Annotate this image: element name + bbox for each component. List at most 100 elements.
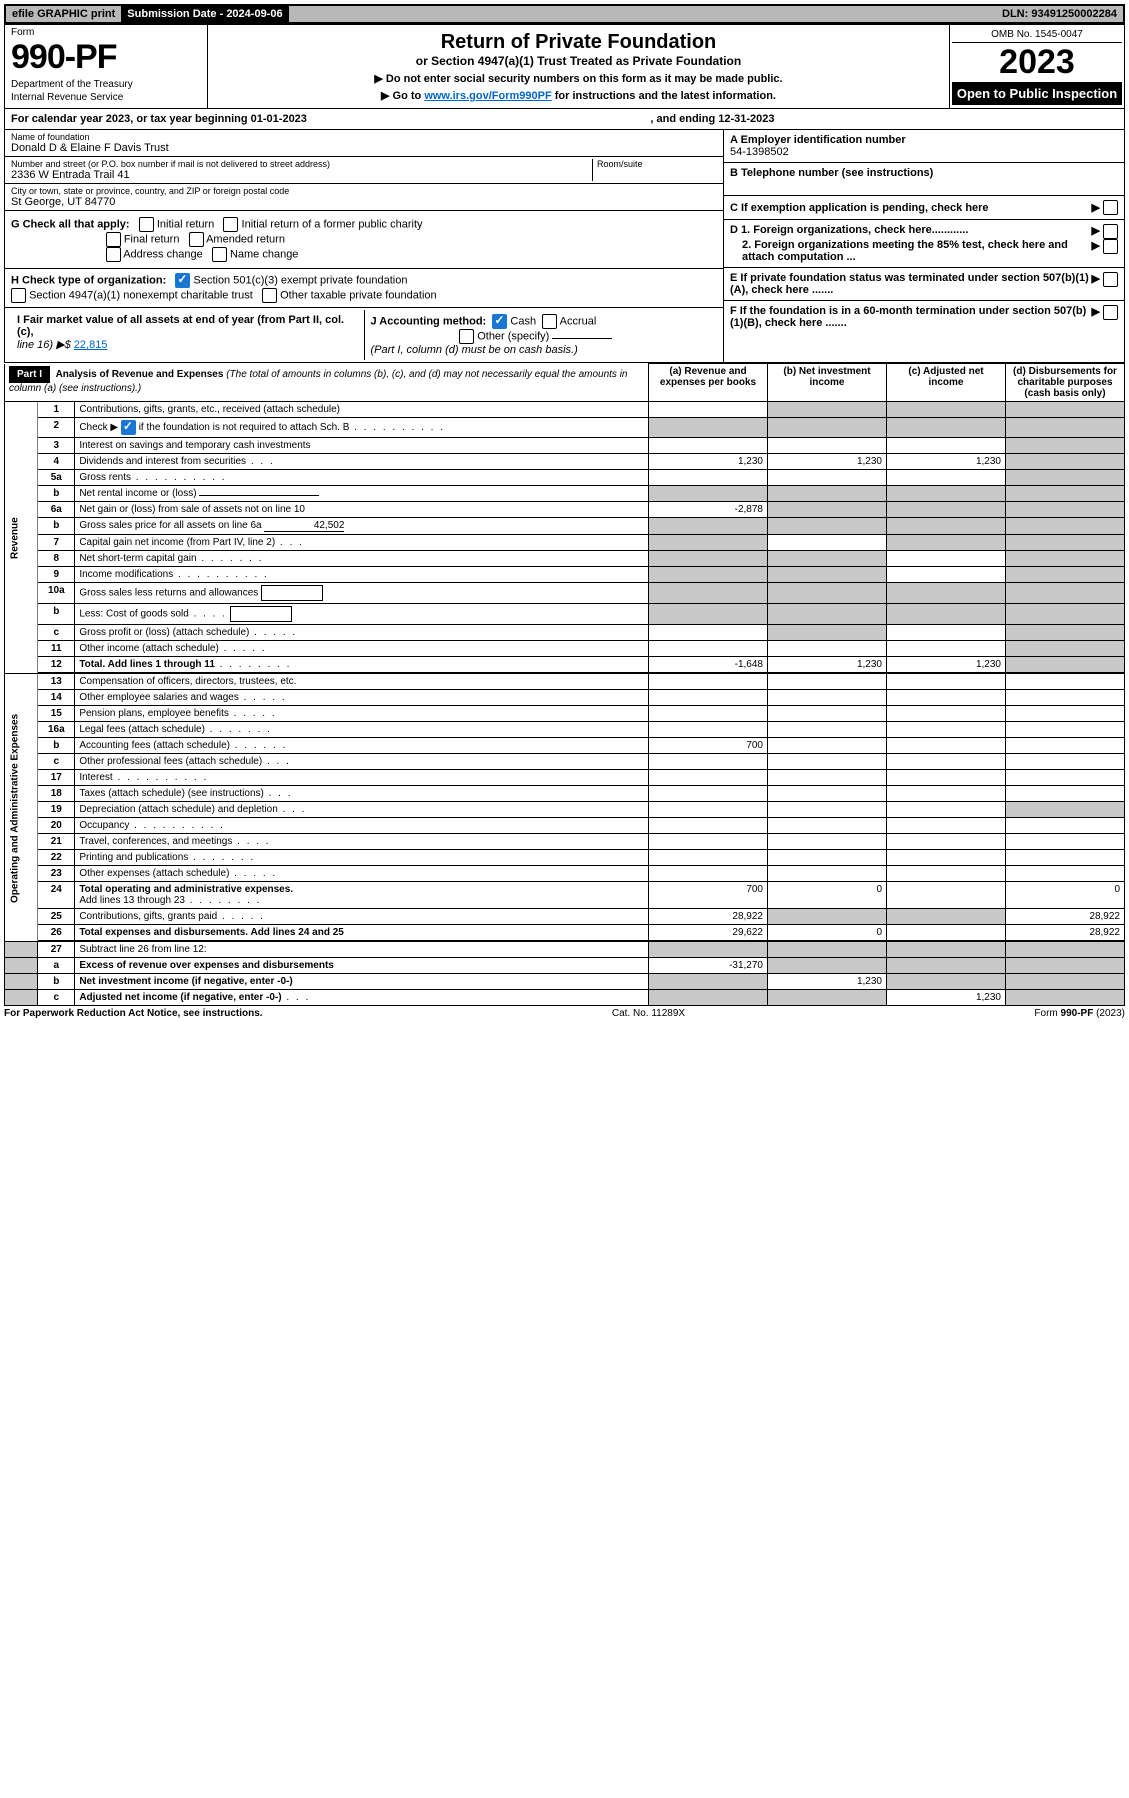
section-501c3-checkbox[interactable] <box>175 273 190 288</box>
b-label: B Telephone number (see instructions) <box>730 167 933 179</box>
j-note: (Part I, column (d) must be on cash basi… <box>371 344 578 356</box>
form-header: Form 990-PF Department of the Treasury I… <box>4 24 1125 109</box>
form990pf-link[interactable]: www.irs.gov/Form990PF <box>424 90 551 102</box>
table-row: 23Other expenses (attach schedule) . . .… <box>5 866 1125 882</box>
note-ssn: ▶ Do not enter social security numbers o… <box>214 72 943 85</box>
table-row: 8Net short-term capital gain . . . . . .… <box>5 551 1125 567</box>
efile-label: efile GRAPHIC print <box>6 6 121 22</box>
table-row: 9Income modifications . . . . . . . . . … <box>5 567 1125 583</box>
table-row: Operating and Administrative Expenses 13… <box>5 674 1125 690</box>
g-opt-4: Address change <box>123 248 203 260</box>
form-title: Return of Private Foundation <box>214 31 943 54</box>
footer-left: For Paperwork Reduction Act Notice, see … <box>4 1008 263 1019</box>
i-value[interactable]: 22,815 <box>74 339 108 351</box>
table-row: 26Total expenses and disbursements. Add … <box>5 925 1125 941</box>
table-row: bGross sales price for all assets on lin… <box>5 518 1125 535</box>
other-taxable-checkbox[interactable] <box>262 288 277 303</box>
page-footer: For Paperwork Reduction Act Notice, see … <box>4 1006 1125 1021</box>
table-row: bLess: Cost of goods sold . . . . <box>5 604 1125 625</box>
table-row: 3Interest on savings and temporary cash … <box>5 438 1125 454</box>
name-label: Name of foundation <box>11 132 717 142</box>
department: Department of the Treasury <box>11 79 201 90</box>
table-row: 15Pension plans, employee benefits . . .… <box>5 706 1125 722</box>
revenue-side-label: Revenue <box>5 402 38 674</box>
header-middle: Return of Private Foundation or Section … <box>208 25 949 108</box>
calendar-year-row: For calendar year 2023, or tax year begi… <box>4 109 1125 130</box>
f-label: F If the foundation is in a 60-month ter… <box>730 305 1086 329</box>
form-subtitle: or Section 4947(a)(1) Trust Treated as P… <box>214 54 943 68</box>
final-return-checkbox[interactable] <box>106 232 121 247</box>
header-left: Form 990-PF Department of the Treasury I… <box>5 25 208 108</box>
table-row: aExcess of revenue over expenses and dis… <box>5 958 1125 974</box>
table-row: Revenue 1Contributions, gifts, grants, e… <box>5 402 1125 418</box>
street-label: Number and street (or P.O. box number if… <box>11 159 592 169</box>
table-row: bAccounting fees (attach schedule) . . .… <box>5 738 1125 754</box>
d1-label: D 1. Foreign organizations, check here..… <box>730 224 968 236</box>
d1-checkbox[interactable] <box>1103 224 1118 239</box>
c-checkbox[interactable] <box>1103 200 1118 215</box>
table-row: 24Total operating and administrative exp… <box>5 882 1125 909</box>
initial-former-checkbox[interactable] <box>223 217 238 232</box>
foundation-name: Donald D & Elaine F Davis Trust <box>11 142 717 154</box>
form-number: 990-PF <box>11 38 201 77</box>
cash-checkbox[interactable] <box>492 314 507 329</box>
table-row: 25Contributions, gifts, grants paid . . … <box>5 909 1125 925</box>
section-4947-checkbox[interactable] <box>11 288 26 303</box>
city-value: St George, UT 84770 <box>11 196 717 208</box>
table-row: 6aNet gain or (loss) from sale of assets… <box>5 502 1125 518</box>
g-opt-3: Amended return <box>206 233 285 245</box>
ein-value: 54-1398502 <box>730 146 789 158</box>
initial-return-checkbox[interactable] <box>139 217 154 232</box>
table-row: cAdjusted net income (if negative, enter… <box>5 990 1125 1006</box>
e-label: E If private foundation status was termi… <box>730 272 1089 296</box>
topbar-spacer <box>289 6 996 22</box>
accrual-checkbox[interactable] <box>542 314 557 329</box>
j-other: Other (specify) <box>477 330 549 342</box>
open-inspection: Open to Public Inspection <box>952 82 1122 105</box>
footer-mid: Cat. No. 11289X <box>612 1008 685 1019</box>
dln-label: DLN: 93491250002284 <box>996 6 1123 22</box>
table-row: 10aGross sales less returns and allowanc… <box>5 583 1125 604</box>
col-a-header: (a) Revenue and expenses per books <box>649 364 768 402</box>
submission-date: Submission Date - 2024-09-06 <box>121 6 288 22</box>
arrow-icon: ▶ <box>1091 201 1099 214</box>
table-row: bNet rental income or (loss) <box>5 486 1125 502</box>
top-bar: efile GRAPHIC print Submission Date - 20… <box>4 4 1125 24</box>
col-b-header: (b) Net investment income <box>768 364 887 402</box>
part1-label: Part I <box>9 366 50 383</box>
j-accrual: Accrual <box>560 315 597 327</box>
table-row: 2Check ▶ if the foundation is not requir… <box>5 418 1125 438</box>
e-checkbox[interactable] <box>1103 272 1118 287</box>
street-value: 2336 W Entrada Trail 41 <box>11 169 592 181</box>
d2-label: 2. Foreign organizations meeting the 85%… <box>742 239 1068 263</box>
j-cash: Cash <box>510 315 536 327</box>
address-change-checkbox[interactable] <box>106 247 121 262</box>
table-row: bNet investment income (if negative, ent… <box>5 974 1125 990</box>
table-row: 17Interest . . . . . . . . . . <box>5 770 1125 786</box>
schb-checkbox[interactable] <box>121 420 136 435</box>
footer-right: Form 990-PF (2023) <box>1034 1008 1125 1019</box>
table-row: 18Taxes (attach schedule) (see instructi… <box>5 786 1125 802</box>
h-label: H Check type of organization: <box>11 274 166 286</box>
table-row: 12Total. Add lines 1 through 11 . . . . … <box>5 657 1125 673</box>
i-line: line 16) ▶$ <box>17 339 71 351</box>
note2-post: for instructions and the latest informat… <box>552 90 776 102</box>
c-label: C If exemption application is pending, c… <box>730 202 989 214</box>
id-right: A Employer identification number 54-1398… <box>723 130 1124 362</box>
d2-checkbox[interactable] <box>1103 239 1118 254</box>
form-word: Form <box>11 27 201 38</box>
room-label: Room/suite <box>597 159 717 169</box>
calendar-end: , and ending 12-31-2023 <box>650 113 774 125</box>
g-opt-0: Initial return <box>157 218 214 230</box>
j-label: J Accounting method: <box>371 315 487 327</box>
i-label: I Fair market value of all assets at end… <box>17 314 344 338</box>
f-checkbox[interactable] <box>1103 305 1118 320</box>
col-d-header: (d) Disbursements for charitable purpose… <box>1006 364 1125 402</box>
table-row: 21Travel, conferences, and meetings . . … <box>5 834 1125 850</box>
other-method-checkbox[interactable] <box>459 329 474 344</box>
city-label: City or town, state or province, country… <box>11 186 717 196</box>
name-change-checkbox[interactable] <box>212 247 227 262</box>
amended-return-checkbox[interactable] <box>189 232 204 247</box>
table-row: 20Occupancy . . . . . . . . . . <box>5 818 1125 834</box>
g-opt-5: Name change <box>230 248 299 260</box>
